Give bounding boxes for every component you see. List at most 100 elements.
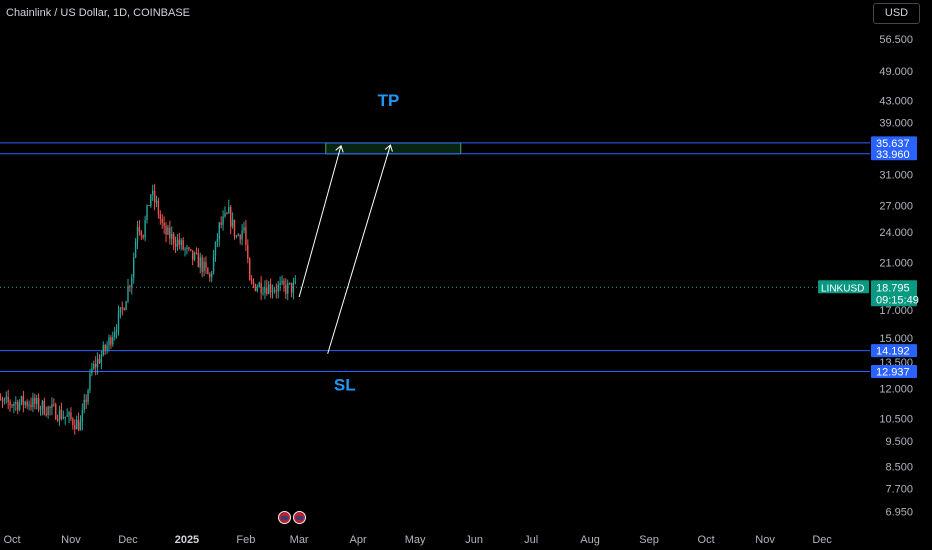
candle-body — [269, 284, 272, 293]
x-tick-label: Nov — [61, 534, 81, 546]
x-tick-label: Feb — [236, 534, 255, 546]
candle-body — [235, 235, 238, 237]
candle-body — [247, 244, 249, 259]
candle-body — [193, 252, 196, 260]
countdown-text: 09:15:49 — [876, 294, 919, 306]
candle-body — [190, 248, 192, 251]
candle-body — [127, 286, 129, 302]
y-tick-label: 12.000 — [879, 384, 913, 396]
candle-body — [0, 398, 2, 401]
candle-body — [157, 200, 160, 215]
candle-body — [72, 418, 74, 426]
us-flag-icon[interactable] — [293, 511, 306, 524]
sl-label[interactable]: SL — [334, 375, 356, 394]
candle-body — [243, 227, 245, 231]
symbol-tag-bg — [818, 280, 869, 294]
candle-body — [79, 422, 82, 431]
candle-body — [197, 253, 200, 268]
candle-body — [89, 373, 91, 391]
candle-body — [231, 219, 234, 227]
candle-body — [110, 337, 112, 345]
last-price-badge-bg — [871, 280, 917, 307]
price-badge-text: 35.637 — [876, 138, 910, 150]
candle-body — [209, 274, 211, 278]
candle-body — [171, 233, 173, 239]
tp-zone[interactable] — [325, 142, 462, 155]
candle-body — [283, 280, 285, 285]
candle-body — [146, 205, 148, 221]
candle-body — [258, 282, 260, 288]
candle-body — [9, 401, 11, 406]
candle-body — [115, 330, 118, 333]
tp-label[interactable]: TP — [378, 91, 400, 110]
candle-body — [60, 409, 63, 419]
y-tick-label: 49.000 — [879, 66, 913, 78]
candle-body — [212, 256, 215, 273]
candle-body — [260, 282, 262, 294]
candle-body — [271, 291, 274, 293]
x-tick-label: Oct — [698, 534, 715, 546]
currency-selector[interactable]: USD — [873, 3, 920, 24]
candle-body — [47, 406, 49, 415]
candle-body — [174, 243, 177, 247]
candle-body — [268, 284, 270, 295]
trend-arrow[interactable] — [298, 146, 341, 298]
candle-body — [159, 214, 162, 219]
candle-body — [228, 207, 230, 214]
trend-arrow[interactable] — [327, 145, 391, 354]
x-tick-label: Aug — [580, 534, 600, 546]
candle-body — [237, 234, 239, 236]
price-badge-text: 14.192 — [876, 346, 910, 358]
candle-body — [18, 402, 21, 410]
candle-body — [138, 227, 141, 232]
us-flag-icon[interactable] — [278, 511, 291, 524]
candle-body — [169, 227, 171, 239]
candle-body — [294, 281, 297, 283]
candle-body — [28, 404, 30, 406]
candle-body — [275, 290, 278, 292]
candle-body — [5, 396, 7, 399]
y-tick-label: 24.000 — [879, 227, 913, 239]
candle-body — [167, 227, 169, 235]
level-price-badge: 14.192 — [871, 344, 917, 358]
symbol-tag: LINKUSD — [821, 283, 864, 294]
candle-body — [123, 308, 125, 311]
chart-title: Chainlink / US Dollar, 1D, COINBASE — [6, 7, 191, 19]
candle-body — [191, 250, 194, 260]
candle-body — [180, 240, 182, 245]
candle-body — [245, 227, 247, 245]
candle-body — [17, 401, 19, 410]
candle-body — [229, 207, 232, 227]
candle-body — [155, 200, 158, 203]
level-price-badge: 35.637 — [871, 136, 917, 150]
candle-body — [102, 345, 104, 356]
candle-body — [201, 257, 203, 272]
y-tick-label: 8.500 — [885, 461, 913, 473]
candle-body — [113, 332, 116, 338]
candle-body — [163, 222, 165, 227]
candle-body — [203, 261, 205, 272]
candle-body — [87, 390, 89, 402]
candle-body — [121, 307, 123, 309]
candle-body — [207, 267, 209, 275]
candle-body — [182, 240, 184, 250]
candle-body — [224, 213, 226, 217]
candle-body — [45, 414, 47, 416]
candle-body — [36, 397, 38, 404]
price-badge-bg — [871, 365, 917, 379]
x-tick-label: Nov — [755, 534, 775, 546]
y-tick-label: 6.950 — [885, 507, 913, 519]
price-badge-bg — [871, 136, 917, 150]
x-tick-label: 2025 — [175, 534, 199, 546]
candle-body — [214, 241, 217, 257]
candle-body — [85, 399, 87, 402]
candle-body — [140, 231, 143, 236]
candle-body — [249, 258, 251, 281]
candle-body — [199, 257, 201, 268]
y-tick-label: 27.000 — [879, 201, 913, 213]
candle-body — [93, 363, 95, 369]
candle-body — [287, 283, 289, 294]
candle-body — [161, 218, 163, 223]
candle-body — [205, 261, 207, 268]
